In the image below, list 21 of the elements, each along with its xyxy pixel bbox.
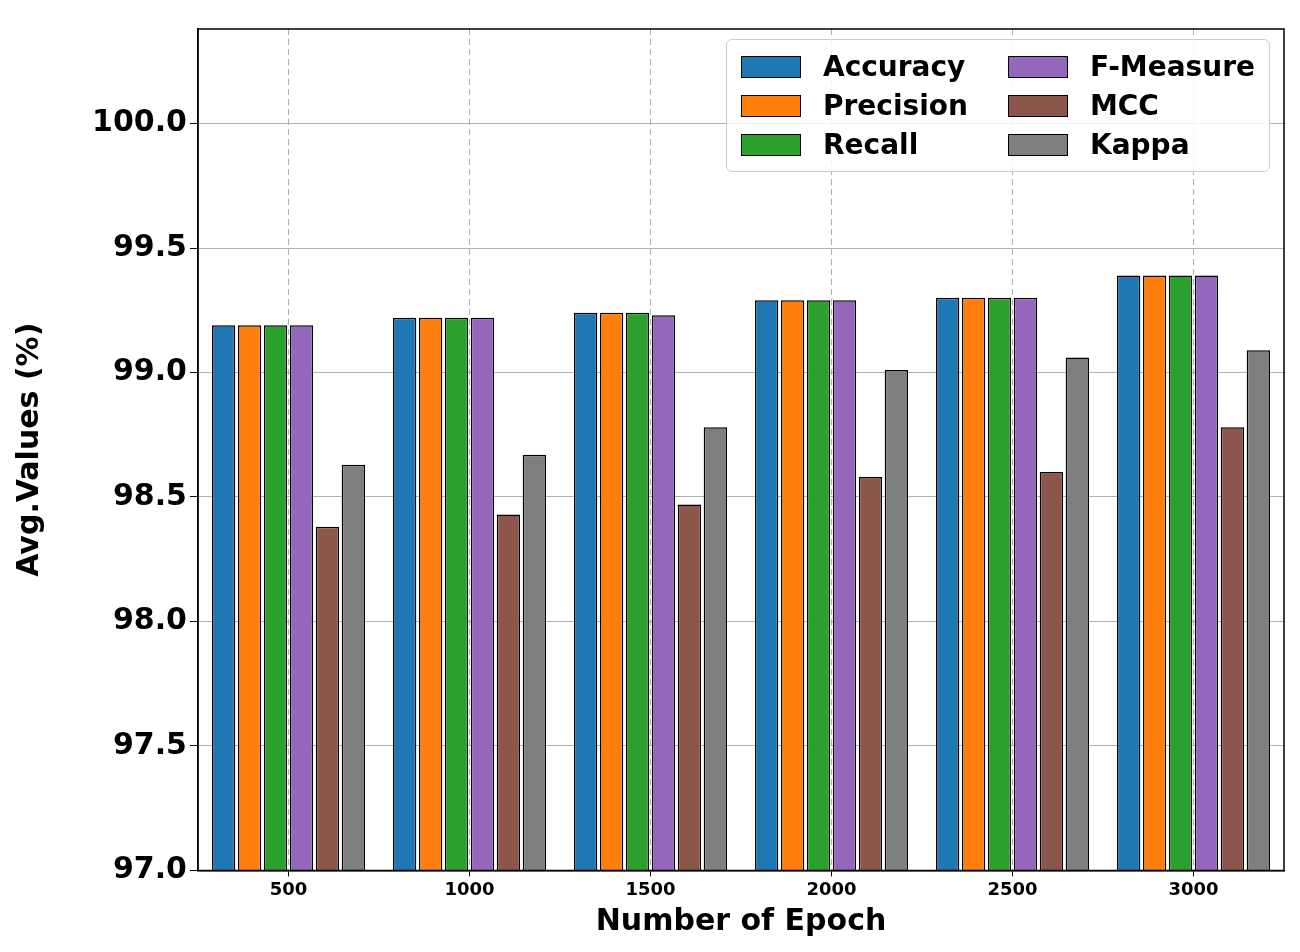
legend-label: MCC [1089,89,1159,122]
x-tick-label: 500 [269,877,308,899]
legend-label: F-Measure [1089,50,1255,83]
legend-label: Precision [823,89,968,122]
legend-label: Accuracy [823,50,966,83]
x-tick-label: 1500 [625,877,676,899]
y-tick-label: 97.5 [112,725,187,761]
y-tick-label: 97.0 [112,850,187,886]
x-tick-label: 1000 [444,877,495,899]
x-tick-label: 2000 [806,877,857,899]
x-tick-label: 3000 [1168,877,1219,899]
y-tick-label: 98.0 [112,601,187,637]
x-tick-label: 2500 [987,877,1038,899]
y-tick-label: 99.0 [112,352,187,388]
legend-label: Recall [823,128,919,161]
y-tick-label: 100.0 [92,103,187,139]
y-tick-label: 99.5 [112,227,187,263]
y-axis-title: Avg.Values (%) [9,322,45,577]
x-axis-title: Number of Epoch [595,901,887,937]
y-tick-label: 98.5 [112,476,187,512]
legend-label: Kappa [1089,128,1190,161]
